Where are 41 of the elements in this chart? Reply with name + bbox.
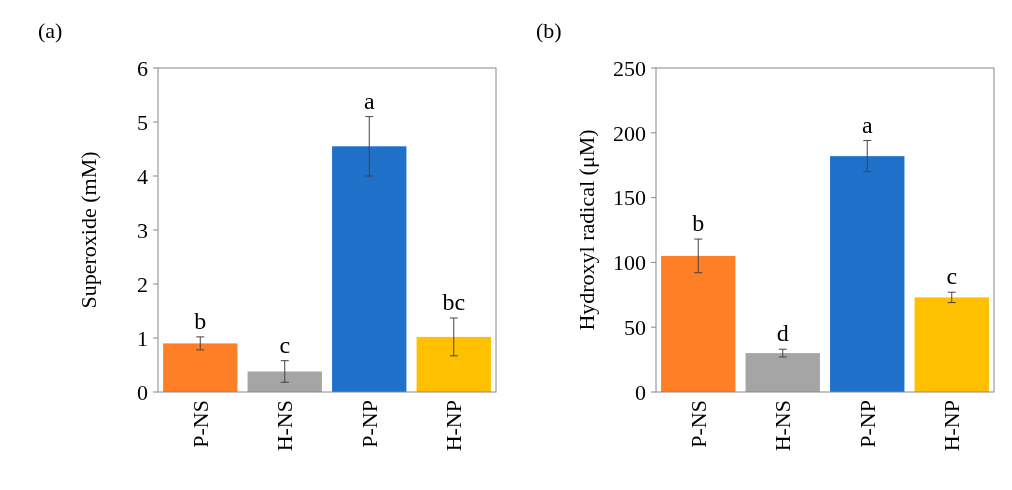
chart-title: (a) bbox=[38, 18, 63, 43]
bar bbox=[661, 255, 736, 392]
annotation: a bbox=[861, 111, 873, 138]
y-axis-title: Superoxide (mM) bbox=[76, 151, 101, 309]
x-tick-label: H-NP bbox=[441, 400, 467, 452]
y-tick-label: 0 bbox=[635, 379, 646, 405]
annotation: bc bbox=[442, 289, 466, 316]
annotation: b bbox=[194, 307, 207, 334]
annotation: c bbox=[279, 331, 291, 358]
bar bbox=[416, 336, 491, 392]
y-tick-label: 6 bbox=[137, 55, 148, 81]
bar bbox=[247, 371, 322, 392]
x-tick-label: P-NS bbox=[187, 400, 213, 448]
y-tick-label: 250 bbox=[613, 55, 646, 81]
y-tick-label: 3 bbox=[137, 217, 148, 243]
bar bbox=[332, 146, 407, 392]
y-tick-label: 4 bbox=[137, 163, 148, 189]
annotation: d bbox=[776, 320, 789, 347]
x-tick-label: H-NS bbox=[272, 400, 298, 452]
annotation: a bbox=[363, 87, 375, 114]
y-tick-label: 200 bbox=[613, 120, 646, 146]
x-tick-label: H-NS bbox=[770, 400, 796, 452]
y-tick-label: 1 bbox=[137, 325, 148, 351]
y-tick-label: 5 bbox=[137, 109, 148, 135]
x-tick-label: P-NP bbox=[854, 400, 880, 448]
annotation: c bbox=[946, 263, 958, 290]
bar bbox=[163, 343, 238, 392]
bar bbox=[914, 297, 989, 392]
y-axis-title: Hydroxyl radical (μM) bbox=[574, 129, 599, 331]
x-tick-label: P-NP bbox=[356, 400, 382, 448]
y-tick-label: 0 bbox=[137, 379, 148, 405]
annotation: b bbox=[692, 210, 705, 237]
chart-title: (b) bbox=[536, 18, 562, 43]
bar bbox=[830, 156, 905, 392]
y-tick-label: 100 bbox=[613, 250, 646, 276]
y-tick-label: 50 bbox=[624, 314, 646, 340]
y-tick-label: 150 bbox=[613, 185, 646, 211]
y-tick-label: 2 bbox=[137, 271, 148, 297]
bar bbox=[745, 353, 820, 392]
x-tick-label: H-NP bbox=[939, 400, 965, 452]
x-tick-label: P-NS bbox=[685, 400, 711, 448]
